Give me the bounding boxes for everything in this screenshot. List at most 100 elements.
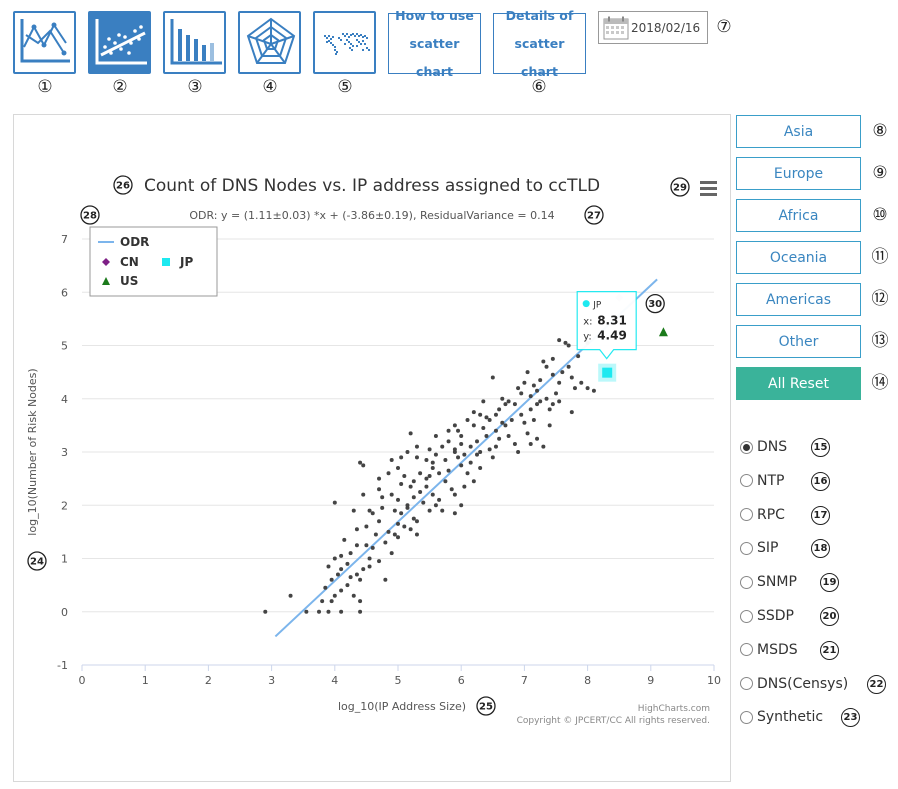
tooltip-x-label: x: xyxy=(583,317,592,328)
radio-circle[interactable] xyxy=(740,710,753,724)
scatter-point xyxy=(493,444,498,449)
protocol-radio-sip[interactable]: SIP xyxy=(740,538,778,558)
svg-text:25: 25 xyxy=(479,702,493,713)
x-tick-label: 9 xyxy=(647,674,654,687)
protocol-radio-dns-censys-[interactable]: DNS(Censys) xyxy=(740,674,848,694)
all-reset-button[interactable]: All Reset xyxy=(736,367,861,400)
scatter-point xyxy=(525,370,530,375)
details-line1: Details of xyxy=(505,7,574,23)
region-button-asia[interactable]: Asia xyxy=(736,115,861,148)
scatter-point xyxy=(452,450,457,454)
scatter-point xyxy=(547,407,552,412)
scatter-point xyxy=(335,572,340,577)
world-map-button[interactable] xyxy=(313,11,376,74)
callout-22: 22 xyxy=(867,674,886,694)
radar-chart-icon xyxy=(241,13,299,73)
scatter-point xyxy=(430,465,435,470)
region-button-other[interactable]: Other xyxy=(736,325,861,358)
scatter-point xyxy=(459,463,464,468)
scatter-point xyxy=(326,564,331,569)
details-line2: scatter chart xyxy=(514,35,565,79)
scatter-point xyxy=(544,364,549,369)
legend-triangle-us xyxy=(102,277,110,285)
legend-label: ODR xyxy=(120,235,149,249)
x-tick-label: 6 xyxy=(458,674,465,687)
scatter-point xyxy=(522,380,527,385)
details-button[interactable]: Details of scatter chart xyxy=(493,8,586,79)
y-tick-label: 2 xyxy=(61,499,68,512)
scatter-point xyxy=(490,455,495,460)
radio-circle[interactable] xyxy=(740,541,753,555)
scatter-point xyxy=(320,599,325,604)
scatter-point xyxy=(591,388,596,393)
scatter-point xyxy=(361,463,366,468)
scatter-point xyxy=(332,556,337,561)
region-button-africa[interactable]: Africa xyxy=(736,199,861,232)
callout-23: 23 xyxy=(841,708,860,728)
scatter-point xyxy=(566,343,571,348)
world-map-icon xyxy=(316,13,374,73)
us-point xyxy=(658,327,668,337)
scatter-point xyxy=(478,450,483,454)
legend-label: US xyxy=(120,274,138,288)
protocol-radio-msds[interactable]: MSDS xyxy=(740,640,798,660)
radio-circle[interactable] xyxy=(740,474,753,488)
scatter-point xyxy=(579,380,584,385)
scatter-point xyxy=(443,479,448,484)
scatter-point xyxy=(326,609,331,614)
scatter-point xyxy=(535,402,540,407)
y-tick-label: -1 xyxy=(57,659,68,672)
date-picker[interactable]: 2018/02/16 xyxy=(598,11,708,44)
radio-circle[interactable] xyxy=(740,508,753,522)
callout-5: ⑤ xyxy=(337,77,353,97)
scatter-point xyxy=(433,434,438,439)
scatter-point xyxy=(500,420,505,425)
radio-circle[interactable] xyxy=(740,609,753,623)
line-chart-button[interactable] xyxy=(13,11,76,74)
scatter-point xyxy=(383,540,388,545)
protocol-radio-rpc[interactable]: RPC xyxy=(740,505,785,525)
scatter-point xyxy=(430,492,435,497)
protocol-radio-synthetic[interactable]: Synthetic xyxy=(740,707,823,727)
calendar-icon xyxy=(603,16,629,40)
callout-28: 28 xyxy=(80,205,100,225)
scatter-point xyxy=(408,527,413,532)
protocol-radio-snmp[interactable]: SNMP xyxy=(740,572,797,592)
chart-menu-icon[interactable] xyxy=(700,181,717,196)
scatter-point xyxy=(484,434,489,439)
radar-chart-button[interactable] xyxy=(238,11,301,74)
scatter-point xyxy=(370,511,375,516)
scatter-point xyxy=(351,593,356,598)
scatter-point xyxy=(519,412,524,417)
radio-circle[interactable] xyxy=(740,440,753,454)
region-button-oceania[interactable]: Oceania xyxy=(736,241,861,274)
svg-text:30: 30 xyxy=(648,299,662,310)
radio-circle[interactable] xyxy=(740,575,753,589)
scatter-point xyxy=(544,396,549,401)
scatter-point xyxy=(424,484,429,489)
bar-chart-button[interactable] xyxy=(163,11,226,74)
scatter-point xyxy=(550,372,555,377)
chart-title: Count of DNS Nodes vs. IP address assign… xyxy=(144,176,600,196)
scatter-point xyxy=(408,431,413,436)
protocol-radio-ntp[interactable]: NTP xyxy=(740,471,784,491)
callout-4: ④ xyxy=(262,77,278,97)
scatter-point xyxy=(516,450,521,454)
scatter-point xyxy=(471,410,476,415)
scatter-point xyxy=(487,447,492,452)
credits-line1: HighCharts.com xyxy=(638,704,710,714)
radio-circle[interactable] xyxy=(740,677,753,691)
scatter-point xyxy=(377,519,382,524)
region-button-americas[interactable]: Americas xyxy=(736,283,861,316)
scatter-point xyxy=(459,434,464,439)
scatter-point xyxy=(535,388,540,393)
scatter-point xyxy=(585,386,590,391)
protocol-radio-dns[interactable]: DNS xyxy=(740,437,787,457)
tooltip-y-label: y: xyxy=(583,332,592,343)
scatter-chart-button[interactable] xyxy=(88,11,151,74)
scatter-point xyxy=(493,428,498,433)
region-button-europe[interactable]: Europe xyxy=(736,157,861,190)
protocol-radio-ssdp[interactable]: SSDP xyxy=(740,606,794,626)
how-to-use-button[interactable]: How to use scatter chart xyxy=(388,8,481,79)
radio-circle[interactable] xyxy=(740,643,753,657)
